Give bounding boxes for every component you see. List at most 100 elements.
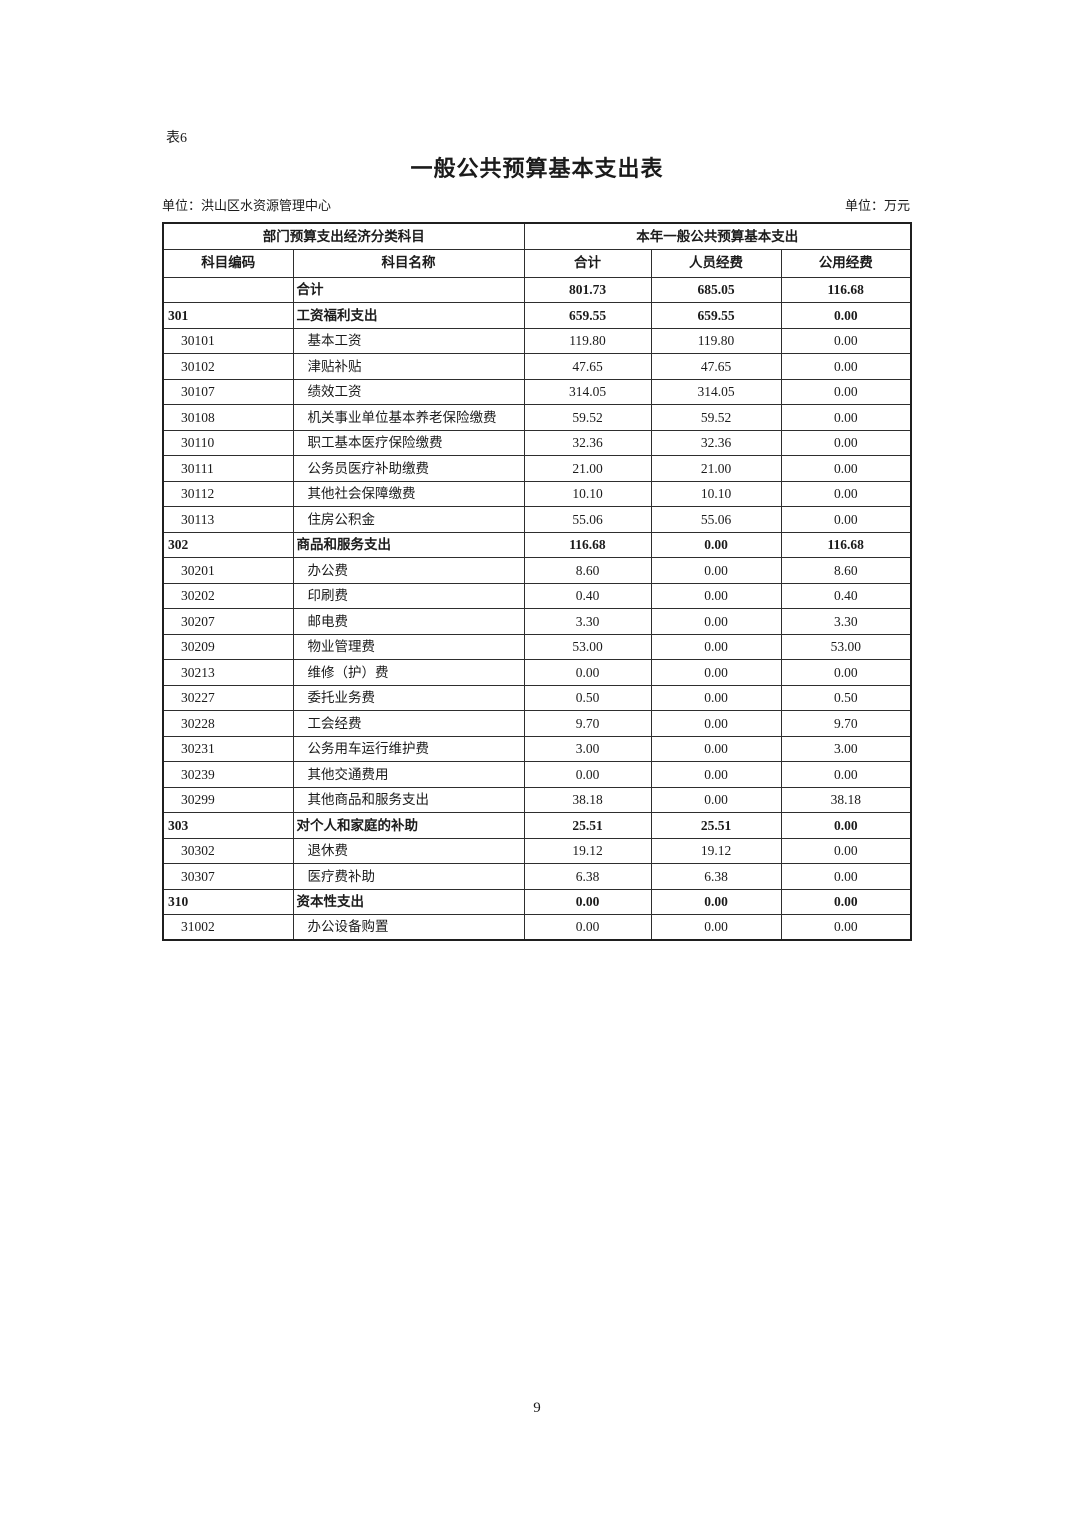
header-group-subject: 部门预算支出经济分类科目	[162, 222, 525, 250]
cell-total: 0.00	[523, 888, 652, 915]
cell-personnel-funds: 32.36	[650, 429, 782, 456]
cell-subject-code: 30110	[162, 429, 294, 456]
table-row: 合计 801.73 685.05 116.68	[162, 276, 912, 303]
cell-personnel-funds: 25.51	[650, 812, 782, 839]
cell-personnel-funds: 659.55	[650, 302, 782, 329]
cell-total: 19.12	[523, 837, 652, 864]
cell-personnel-funds: 0.00	[650, 684, 782, 711]
cell-subject-name: 住房公积金	[292, 506, 525, 533]
cell-public-funds: 0.00	[780, 429, 912, 456]
cell-subject-name: 委托业务费	[292, 684, 525, 711]
cell-subject-code: 30202	[162, 582, 294, 609]
header-col-total: 合计	[523, 248, 652, 278]
cell-total: 0.50	[523, 684, 652, 711]
cell-public-funds: 0.00	[780, 761, 912, 788]
cell-subject-name: 办公设备购置	[292, 914, 525, 941]
cell-public-funds: 0.40	[780, 582, 912, 609]
table-row: 30111 公务员医疗补助缴费 21.00 21.00 0.00	[162, 455, 912, 482]
cell-subject-name: 物业管理费	[292, 633, 525, 660]
cell-personnel-funds: 0.00	[650, 659, 782, 686]
cell-public-funds: 0.00	[780, 455, 912, 482]
cell-public-funds: 0.00	[780, 812, 912, 839]
cell-personnel-funds: 59.52	[650, 404, 782, 431]
header-group-row: 部门预算支出经济分类科目 本年一般公共预算基本支出	[162, 222, 912, 250]
table-row: 30108 机关事业单位基本养老保险缴费 59.52 59.52 0.00	[162, 404, 912, 431]
cell-subject-name: 医疗费补助	[292, 863, 525, 890]
cell-subject-code: 301	[162, 302, 294, 329]
cell-subject-name: 公务员医疗补助缴费	[292, 455, 525, 482]
cell-subject-code: 30231	[162, 735, 294, 762]
cell-public-funds: 3.00	[780, 735, 912, 762]
cell-total: 55.06	[523, 506, 652, 533]
header-col-public: 公用经费	[780, 248, 912, 278]
cell-subject-code: 30228	[162, 710, 294, 737]
table-row: 310 资本性支出 0.00 0.00 0.00	[162, 888, 912, 915]
table-row: 30228 工会经费 9.70 0.00 9.70	[162, 710, 912, 737]
page-number: 9	[533, 1400, 541, 1416]
cell-subject-code: 30213	[162, 659, 294, 686]
table-row: 30207 邮电费 3.30 0.00 3.30	[162, 608, 912, 635]
cell-total: 116.68	[523, 531, 652, 558]
header-col-personnel: 人员经费	[650, 248, 782, 278]
unit-row: 单位：洪山区水资源管理中心 单位：万元	[162, 197, 910, 215]
table-row: 30302 退休费 19.12 19.12 0.00	[162, 837, 912, 864]
cell-public-funds: 53.00	[780, 633, 912, 660]
cell-total: 25.51	[523, 812, 652, 839]
cell-subject-name: 资本性支出	[292, 888, 525, 915]
cell-subject-name: 机关事业单位基本养老保险缴费	[292, 404, 525, 431]
cell-public-funds: 0.00	[780, 837, 912, 864]
cell-subject-name: 邮电费	[292, 608, 525, 635]
cell-public-funds: 0.00	[780, 302, 912, 329]
cell-public-funds: 0.00	[780, 506, 912, 533]
page-title: 一般公共预算基本支出表	[410, 156, 664, 181]
cell-public-funds: 0.00	[780, 480, 912, 507]
cell-public-funds: 38.18	[780, 786, 912, 813]
cell-personnel-funds: 0.00	[650, 888, 782, 915]
cell-subject-code: 30113	[162, 506, 294, 533]
cell-subject-code: 303	[162, 812, 294, 839]
cell-total: 53.00	[523, 633, 652, 660]
cell-subject-code: 30107	[162, 378, 294, 405]
cell-total: 32.36	[523, 429, 652, 456]
table-row: 30307 医疗费补助 6.38 6.38 0.00	[162, 863, 912, 890]
cell-public-funds: 0.00	[780, 659, 912, 686]
cell-personnel-funds: 0.00	[650, 786, 782, 813]
table-row: 303 对个人和家庭的补助 25.51 25.51 0.00	[162, 812, 912, 839]
cell-public-funds: 0.00	[780, 378, 912, 405]
header-group-budget: 本年一般公共预算基本支出	[523, 222, 912, 250]
cell-subject-code: 30201	[162, 557, 294, 584]
cell-subject-code	[162, 276, 294, 303]
cell-public-funds: 0.00	[780, 327, 912, 354]
header-col-name: 科目名称	[292, 248, 525, 278]
cell-subject-code: 30209	[162, 633, 294, 660]
cell-subject-code: 30239	[162, 761, 294, 788]
cell-subject-name: 其他商品和服务支出	[292, 786, 525, 813]
table-row: 30112 其他社会保障缴费 10.10 10.10 0.00	[162, 480, 912, 507]
cell-personnel-funds: 55.06	[650, 506, 782, 533]
cell-total: 0.00	[523, 914, 652, 941]
table-row: 301 工资福利支出 659.55 659.55 0.00	[162, 302, 912, 329]
cell-personnel-funds: 0.00	[650, 582, 782, 609]
header-col-code: 科目编码	[162, 248, 294, 278]
table-row: 30202 印刷费 0.40 0.00 0.40	[162, 582, 912, 609]
cell-subject-code: 30307	[162, 863, 294, 890]
cell-subject-name: 其他社会保障缴费	[292, 480, 525, 507]
cell-total: 8.60	[523, 557, 652, 584]
cell-subject-name: 维修（护）费	[292, 659, 525, 686]
cell-subject-name: 职工基本医疗保险缴费	[292, 429, 525, 456]
cell-total: 9.70	[523, 710, 652, 737]
table-row: 302 商品和服务支出 116.68 0.00 116.68	[162, 531, 912, 558]
cell-personnel-funds: 10.10	[650, 480, 782, 507]
cell-subject-code: 30112	[162, 480, 294, 507]
cell-subject-code: 30299	[162, 786, 294, 813]
cell-public-funds: 116.68	[780, 276, 912, 303]
cell-subject-name: 办公费	[292, 557, 525, 584]
table-row: 30231 公务用车运行维护费 3.00 0.00 3.00	[162, 735, 912, 762]
cell-public-funds: 0.00	[780, 888, 912, 915]
cell-subject-name: 对个人和家庭的补助	[292, 812, 525, 839]
cell-public-funds: 116.68	[780, 531, 912, 558]
cell-public-funds: 8.60	[780, 557, 912, 584]
cell-personnel-funds: 0.00	[650, 608, 782, 635]
cell-public-funds: 0.00	[780, 404, 912, 431]
